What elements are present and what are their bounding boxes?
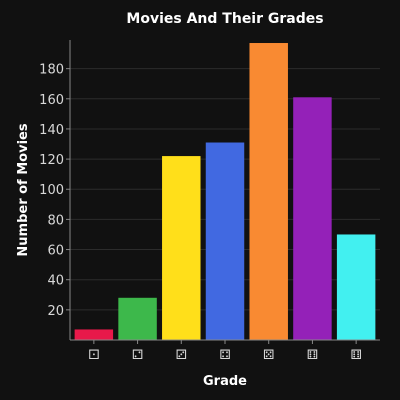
x-tick-label: ⚅ xyxy=(350,348,361,363)
x-tick-label: ⚄ xyxy=(263,348,274,363)
bar xyxy=(249,43,288,340)
x-tick-label: ⚃ xyxy=(219,348,230,363)
x-tick-label: ⚂ xyxy=(176,348,187,363)
y-tick-label: 120 xyxy=(39,153,64,168)
y-tick-label: 100 xyxy=(39,183,64,198)
y-tick-label: 160 xyxy=(39,93,64,108)
x-axis-label: Grade xyxy=(203,374,247,389)
y-tick-label: 80 xyxy=(47,213,64,228)
bar xyxy=(74,329,114,340)
x-tick-label: ⚀ xyxy=(88,348,99,363)
y-tick-label: 180 xyxy=(39,63,64,78)
y-tick-label: 40 xyxy=(47,274,64,289)
x-tick-label: ⚅ xyxy=(307,348,318,363)
bar xyxy=(162,156,201,340)
bar xyxy=(205,142,245,340)
y-tick-label: 60 xyxy=(47,244,64,259)
bar xyxy=(293,97,332,340)
bars xyxy=(74,43,376,340)
x-tick-label: ⚁ xyxy=(132,348,143,363)
bar xyxy=(118,297,157,340)
y-tick-label: 20 xyxy=(47,304,64,319)
y-axis-label: Number of Movies xyxy=(16,123,31,256)
x-tick-labels: ⚀ ⚁ ⚂ ⚃ ⚄ ⚅ ⚅ xyxy=(88,340,362,363)
bar xyxy=(336,234,376,340)
chart-title: Movies And Their Grades xyxy=(126,11,323,27)
y-tick-label: 140 xyxy=(39,123,64,138)
y-tick-labels: 20 40 60 80 100 120 140 160 180 xyxy=(39,63,70,319)
